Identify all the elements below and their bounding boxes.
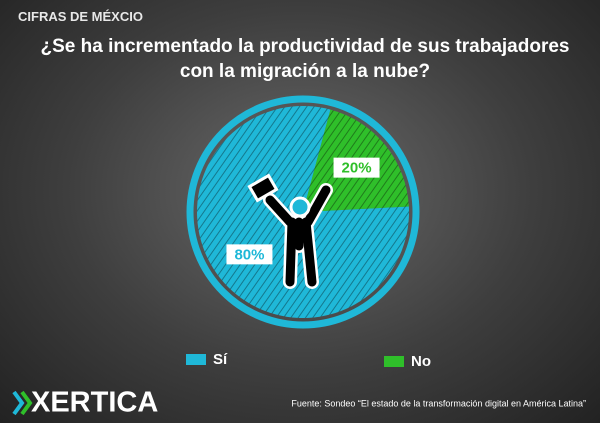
value-label-box <box>226 244 273 265</box>
value-label-box <box>333 157 380 178</box>
brand: XERTICA <box>31 387 158 419</box>
legend-swatch <box>186 354 206 365</box>
legend-label: Sí <box>213 351 228 368</box>
logo-mark <box>12 390 33 416</box>
legend-swatch <box>384 356 404 367</box>
legend-label: No <box>411 353 431 370</box>
header: CIFRAS DE MÉXCIO <box>18 9 143 24</box>
chart-title: ¿Se ha incrementado la productividad de … <box>40 36 570 82</box>
worker-icon <box>247 173 333 289</box>
source: Fuente: Sondeo “El estado de la transfor… <box>291 398 586 408</box>
value-label: 80% <box>234 246 264 263</box>
value-label: 20% <box>342 160 372 177</box>
pie-ring <box>186 95 420 329</box>
